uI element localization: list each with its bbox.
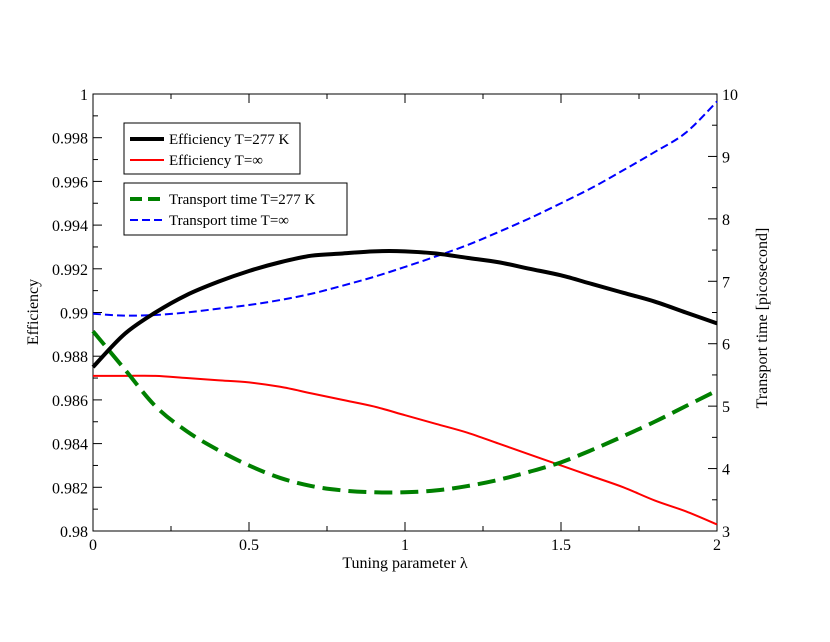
legend-box-transport xyxy=(123,182,348,236)
y-right-tick-label: 4 xyxy=(722,462,730,479)
tick-labels: 0 0.5 1 1.5 2 0.98 0.982 0.984 0.986 0.988 0.99 0.9… xyxy=(52,87,738,554)
y-right-tick-label: 6 xyxy=(722,337,730,354)
y-left-tick-label: 0.98 xyxy=(60,524,88,541)
y-left-tick-label: 0.986 xyxy=(52,393,88,410)
legend-label-efficiency-inf: Efficiency T=∞ xyxy=(169,153,263,169)
legend: Efficiency T=277 K Efficiency T=∞ Transp… xyxy=(123,122,348,236)
x-tick-label: 1.5 xyxy=(551,537,571,554)
x-tick-label: 0.5 xyxy=(239,537,259,554)
y-left-tick-label: 0.982 xyxy=(52,480,88,497)
y-left-tick-label: 0.994 xyxy=(52,218,88,235)
legend-label-transport-277k: Transport time T=277 K xyxy=(169,192,316,208)
y-axis-right-title: Transport time [picosecond] xyxy=(754,228,771,409)
y-right-tick-label: 9 xyxy=(722,149,730,166)
y-left-tick-label: 0.998 xyxy=(52,131,88,148)
x-tick-label: 2 xyxy=(713,537,721,554)
y-right-tick-label: 7 xyxy=(722,274,730,291)
series-line-efficiency-t-277-k xyxy=(91,249,718,369)
y-axis-left-title: Efficiency xyxy=(25,279,42,345)
y-left-tick-label: 0.99 xyxy=(60,306,88,323)
series-line-efficiency-t xyxy=(92,374,718,526)
y-left-tick-label: 0.992 xyxy=(52,262,88,279)
tick-marks xyxy=(92,93,718,532)
series-line-transport-time-t xyxy=(92,100,718,317)
legend-label-efficiency-277k: Efficiency T=277 K xyxy=(169,132,290,148)
x-axis-title: Tuning parameter λ xyxy=(342,555,468,572)
y-left-tick-label: 0.984 xyxy=(52,437,88,454)
y-left-tick-label: 1 xyxy=(80,87,88,104)
x-tick-label: 0 xyxy=(89,537,97,554)
y-left-tick-label: 0.988 xyxy=(52,349,88,366)
legend-box-efficiency xyxy=(123,122,301,175)
x-tick-label: 1 xyxy=(401,537,409,554)
y-right-tick-label: 8 xyxy=(722,212,730,229)
y-right-tick-label: 3 xyxy=(722,524,730,541)
y-left-tick-label: 0.996 xyxy=(52,174,88,191)
series-line-transport-time-t-277-k xyxy=(91,329,718,495)
legend-label-transport-inf: Transport time T=∞ xyxy=(169,213,289,229)
series-layer xyxy=(91,100,718,526)
y-right-tick-label: 5 xyxy=(722,399,730,416)
y-right-tick-label: 10 xyxy=(722,87,738,104)
